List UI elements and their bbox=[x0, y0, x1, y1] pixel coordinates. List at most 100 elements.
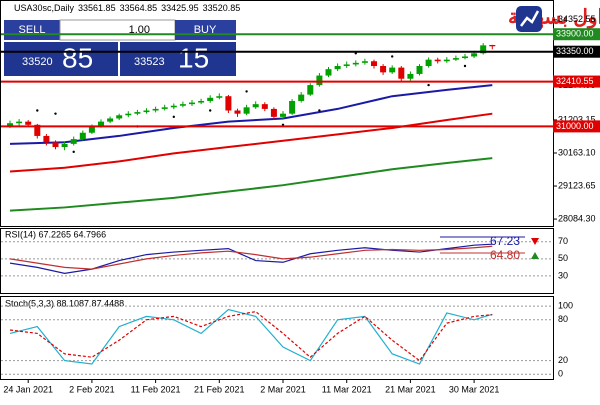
end-label: 64.80 bbox=[490, 248, 520, 262]
candle-body bbox=[143, 110, 150, 113]
level-tag bbox=[553, 120, 600, 133]
end-marker bbox=[531, 252, 539, 259]
candle-body bbox=[189, 102, 195, 105]
candle-body bbox=[443, 59, 450, 62]
y-tick-label: 50 bbox=[558, 253, 568, 263]
candle-body bbox=[407, 73, 414, 79]
candle-body bbox=[88, 126, 95, 133]
candle-body bbox=[471, 53, 478, 57]
main-panel bbox=[0, 0, 554, 227]
candle-body bbox=[434, 59, 441, 62]
sar-dot bbox=[427, 83, 430, 87]
candle-body bbox=[361, 61, 368, 63]
sar-dot bbox=[463, 64, 467, 68]
candle-body bbox=[234, 110, 241, 114]
candle-body bbox=[125, 113, 132, 116]
candle-body bbox=[198, 100, 205, 103]
ask-box[interactable] bbox=[120, 42, 236, 76]
sar-dot bbox=[54, 112, 57, 115]
y-tick-label: 34352.55 bbox=[558, 14, 596, 24]
candle-body bbox=[25, 121, 32, 125]
ohlc-value: 33425.95 bbox=[161, 3, 199, 13]
end-marker bbox=[531, 238, 539, 245]
bid-main: 33520 bbox=[22, 56, 53, 68]
candle-body bbox=[398, 67, 405, 79]
y-tick-label: 0 bbox=[558, 369, 563, 379]
candle-body bbox=[34, 124, 41, 136]
trade-panel: SELL 1.00 BUY 33520 85 33523 15 bbox=[4, 19, 236, 76]
moving-average bbox=[9, 157, 493, 212]
ask-main: 33523 bbox=[134, 56, 165, 68]
candle-body bbox=[316, 75, 323, 86]
y-tick-label: 70 bbox=[558, 236, 568, 246]
y-tick-label: 31203.15 bbox=[558, 114, 596, 124]
y-tick-label: 20 bbox=[558, 355, 568, 365]
candle-body bbox=[452, 58, 459, 60]
candle-body bbox=[270, 108, 277, 117]
candle-body bbox=[7, 123, 13, 127]
candle-body bbox=[307, 85, 314, 95]
candle-body bbox=[179, 104, 186, 106]
level-label: 32410.55 bbox=[556, 76, 594, 86]
sar-dot bbox=[72, 150, 75, 154]
candle-body bbox=[170, 105, 177, 108]
x-tick-label: 2 Feb 2021 bbox=[69, 384, 115, 394]
candle-body bbox=[298, 94, 305, 101]
candle-body bbox=[462, 56, 468, 59]
buy-label: BUY bbox=[194, 24, 217, 36]
candle-body bbox=[16, 121, 23, 124]
candle-body bbox=[371, 61, 377, 67]
candle-body bbox=[480, 45, 487, 54]
candle-body bbox=[161, 107, 168, 109]
y-tick-label: 29123.65 bbox=[558, 180, 596, 190]
y-tick-label: 30163.10 bbox=[558, 147, 596, 157]
candle-body bbox=[70, 139, 77, 144]
candle-body bbox=[52, 142, 59, 148]
candle-body bbox=[216, 96, 223, 98]
panel-title: Stoch(5,3,3) 88.1087 87.4488 bbox=[5, 298, 124, 308]
x-tick-label: 11 Mar 2021 bbox=[322, 384, 372, 394]
candle-body bbox=[207, 97, 214, 101]
end-label: 67.23 bbox=[490, 234, 520, 248]
candle-body bbox=[243, 107, 250, 114]
candle-body bbox=[343, 64, 350, 67]
panel-title: RSI(14) 67.2265 64.7966 bbox=[5, 229, 106, 239]
candle-body bbox=[489, 44, 496, 47]
x-tick-label: 21 Feb 2021 bbox=[194, 384, 245, 394]
candle-body bbox=[334, 66, 341, 70]
sar-dot bbox=[245, 90, 248, 93]
sell-label: SELL bbox=[19, 24, 46, 36]
sar-dot bbox=[209, 109, 212, 112]
candle-body bbox=[79, 132, 86, 140]
level-label: 33900.00 bbox=[556, 29, 594, 39]
rsi-panel bbox=[0, 228, 554, 294]
ohlc-value: 33561.85 bbox=[78, 3, 116, 13]
ask-big: 15 bbox=[178, 42, 209, 73]
candle-body bbox=[389, 67, 396, 73]
logo-arrow bbox=[520, 10, 540, 27]
y-tick-label: 28084.30 bbox=[558, 213, 596, 223]
x-tick-label: 24 Jan 2021 bbox=[3, 384, 53, 394]
level-label: 31000.00 bbox=[556, 121, 594, 131]
ohlc-value: 33564.85 bbox=[120, 3, 158, 13]
moving-average bbox=[9, 112, 493, 173]
candle-body bbox=[61, 143, 68, 148]
y-tick-label: 30 bbox=[558, 270, 568, 280]
ohlc-value: 33520.85 bbox=[203, 3, 241, 13]
bid-box[interactable] bbox=[4, 42, 118, 76]
candle-body bbox=[116, 115, 123, 119]
level-tag bbox=[553, 45, 600, 58]
series-line bbox=[9, 308, 493, 365]
y-tick-label: 80 bbox=[558, 314, 568, 324]
candle-body bbox=[416, 66, 423, 74]
level-label: 33350.00 bbox=[556, 46, 594, 56]
x-tick-label: 2 Mar 2021 bbox=[260, 384, 306, 394]
symbol: USA30sc,Daily bbox=[14, 3, 75, 13]
x-tick-label: 11 Feb 2021 bbox=[131, 384, 181, 394]
lot-input[interactable] bbox=[59, 19, 176, 41]
candle-body bbox=[380, 66, 387, 73]
chart-header: USA30sc,Daily 33561.85 33564.85 33425.95 335… bbox=[14, 3, 240, 13]
candle-body bbox=[425, 59, 432, 67]
candle-body bbox=[261, 104, 268, 109]
